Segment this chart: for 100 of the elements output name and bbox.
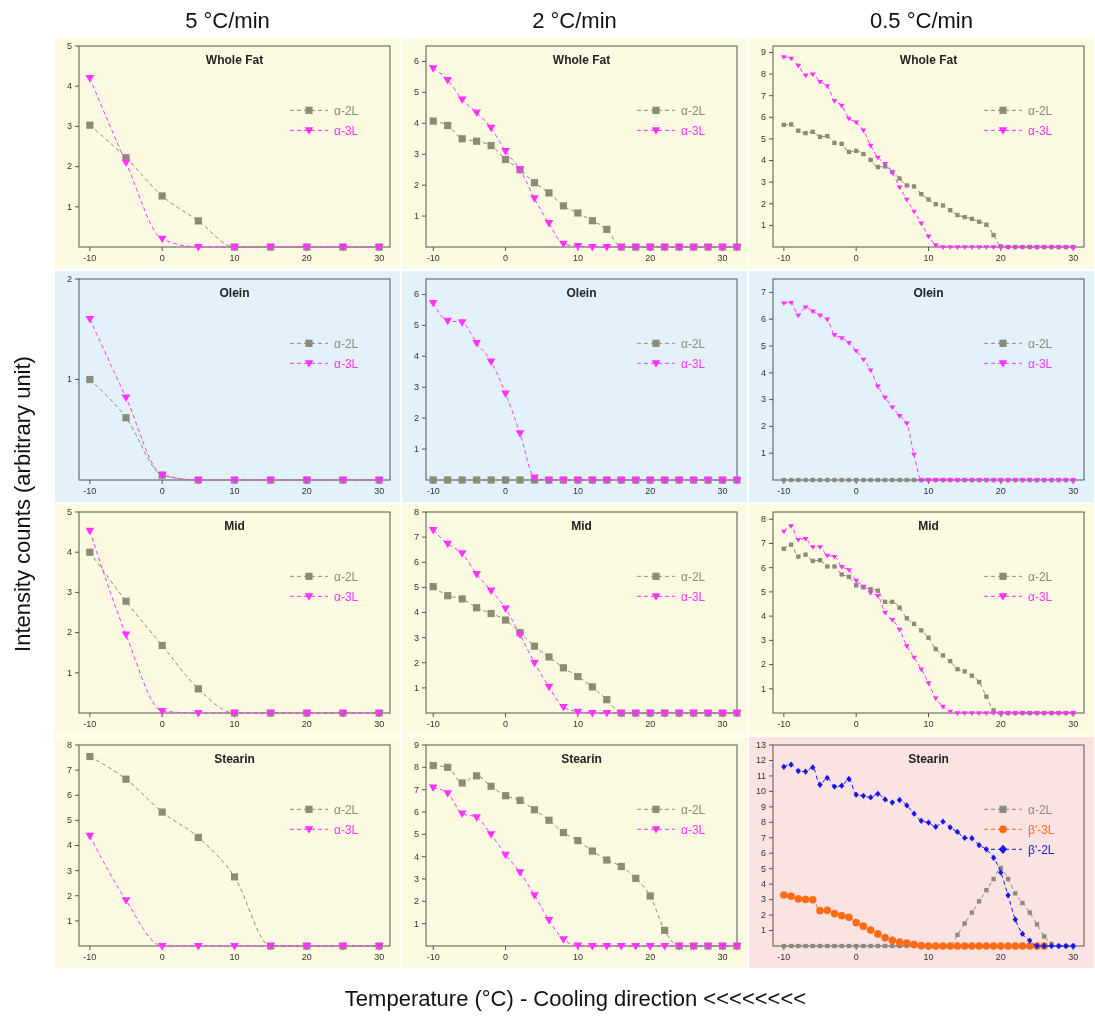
- y-tick-label: 6: [413, 56, 419, 67]
- y-tick-label: 3: [413, 382, 419, 393]
- y-tick-label: 6: [413, 289, 419, 300]
- legend-label: α-2L: [1028, 336, 1053, 351]
- y-tick-label: 1: [413, 210, 419, 221]
- x-tick-label: 20: [995, 486, 1006, 496]
- x-tick-label: 0: [159, 253, 165, 263]
- x-tick-label: 10: [229, 719, 240, 729]
- legend-label: α-3L: [681, 356, 706, 371]
- y-tick-label: 2: [66, 161, 72, 172]
- chart-subtitle: 0.5 °C/min: [870, 8, 973, 33]
- x-tick-label: 30: [717, 952, 728, 962]
- x-tick-label: -10: [83, 486, 97, 496]
- y-tick-label: 9: [413, 739, 419, 750]
- y-tick-label: 4: [413, 118, 419, 129]
- y-tick-label: 1: [66, 915, 72, 926]
- x-tick-label: 30: [1068, 486, 1079, 496]
- y-tick-label: 1: [66, 667, 72, 678]
- y-tick-label: 4: [760, 611, 766, 622]
- text: Stearin: [214, 752, 255, 766]
- x-tick-label: 20: [301, 952, 312, 962]
- y-tick-label: 3: [760, 635, 766, 646]
- x-tick-label: 20: [301, 486, 312, 496]
- text: Olein: [219, 286, 250, 300]
- legend-label: α-2L: [681, 569, 706, 584]
- y-tick-label: 7: [413, 532, 419, 543]
- y-tick-label: 13: [755, 739, 766, 750]
- x-tick-label: -10: [777, 253, 791, 263]
- x-tick-label: -10: [777, 952, 791, 962]
- x-tick-label: -10: [426, 253, 440, 263]
- text: Stearin: [908, 752, 949, 766]
- legend-label: α-3L: [681, 589, 706, 604]
- x-tick-label: -10: [83, 952, 97, 962]
- x-tick-label: 20: [645, 486, 656, 496]
- x-tick-label: 10: [923, 486, 934, 496]
- y-tick-label: 2: [413, 896, 419, 907]
- y-tick-label: 5: [413, 320, 419, 331]
- x-tick-label: -10: [426, 486, 440, 496]
- y-tick-label: 7: [760, 538, 766, 549]
- y-tick-label: 2: [66, 890, 72, 901]
- y-tick-label: 8: [66, 739, 72, 750]
- legend-label: α-3L: [1028, 123, 1053, 138]
- x-tick-label: 30: [374, 253, 385, 263]
- y-tick-label: 9: [760, 801, 766, 812]
- x-tick-label: 0: [503, 719, 509, 729]
- y-tick-label: 2: [66, 627, 72, 638]
- y-tick-label: 2: [760, 198, 766, 209]
- legend-label: α-2L: [334, 336, 359, 351]
- legend-label: α-2L: [334, 802, 359, 817]
- y-tick-label: 1: [760, 448, 766, 459]
- text: Whole Fat: [899, 53, 958, 67]
- x-tick-label: 20: [645, 253, 656, 263]
- y-tick-label: 12: [755, 755, 766, 766]
- y-tick-label: 1: [760, 925, 766, 936]
- y-tick-label: 8: [760, 817, 766, 828]
- y-tick-label: 4: [413, 351, 419, 362]
- y-tick-label: 5: [413, 829, 419, 840]
- legend-label: α-2L: [1028, 569, 1053, 584]
- y-tick-label: 7: [66, 765, 72, 776]
- y-tick-label: 7: [413, 784, 419, 795]
- y-axis-title: Intensity counts (arbitrary unit): [10, 356, 35, 652]
- x-tick-label: 0: [503, 253, 509, 263]
- x-tick-label: 20: [995, 952, 1006, 962]
- y-tick-label: 6: [66, 790, 72, 801]
- y-tick-label: 5: [760, 586, 766, 597]
- legend-label: β'-3L: [1028, 822, 1055, 837]
- y-tick-label: 6: [760, 112, 766, 123]
- text: Stearin: [561, 752, 602, 766]
- y-tick-label: 4: [66, 81, 72, 92]
- x-tick-label: -10: [777, 486, 791, 496]
- x-tick-label: 10: [572, 486, 583, 496]
- y-tick-label: 4: [760, 879, 766, 890]
- y-tick-label: 7: [760, 90, 766, 101]
- legend-label: α-2L: [1028, 103, 1053, 118]
- x-tick-label: 10: [923, 253, 934, 263]
- y-tick-label: 3: [66, 865, 72, 876]
- x-tick-label: 0: [159, 719, 165, 729]
- y-tick-label: 2: [760, 909, 766, 920]
- y-tick-label: 5: [413, 87, 419, 98]
- legend-label: α-3L: [681, 822, 706, 837]
- x-tick-label: 20: [995, 253, 1006, 263]
- text: Mid: [224, 519, 245, 533]
- x-tick-label: 30: [1068, 952, 1079, 962]
- x-tick-label: -10: [83, 253, 97, 263]
- y-tick-label: 5: [760, 863, 766, 874]
- legend-label: α-3L: [334, 356, 359, 371]
- x-tick-label: 0: [159, 486, 165, 496]
- y-tick-label: 6: [413, 557, 419, 568]
- legend-label: α-2L: [681, 802, 706, 817]
- y-tick-label: 1: [413, 918, 419, 929]
- text: Whole Fat: [205, 53, 264, 67]
- legend-label: α-2L: [681, 336, 706, 351]
- x-tick-label: 30: [1068, 719, 1079, 729]
- x-tick-label: 0: [853, 253, 859, 263]
- legend-label: α-2L: [334, 103, 359, 118]
- y-tick-label: 1: [413, 443, 419, 454]
- x-tick-label: 10: [229, 253, 240, 263]
- x-tick-label: 0: [853, 719, 859, 729]
- x-tick-label: 10: [923, 719, 934, 729]
- y-tick-label: 4: [413, 607, 419, 618]
